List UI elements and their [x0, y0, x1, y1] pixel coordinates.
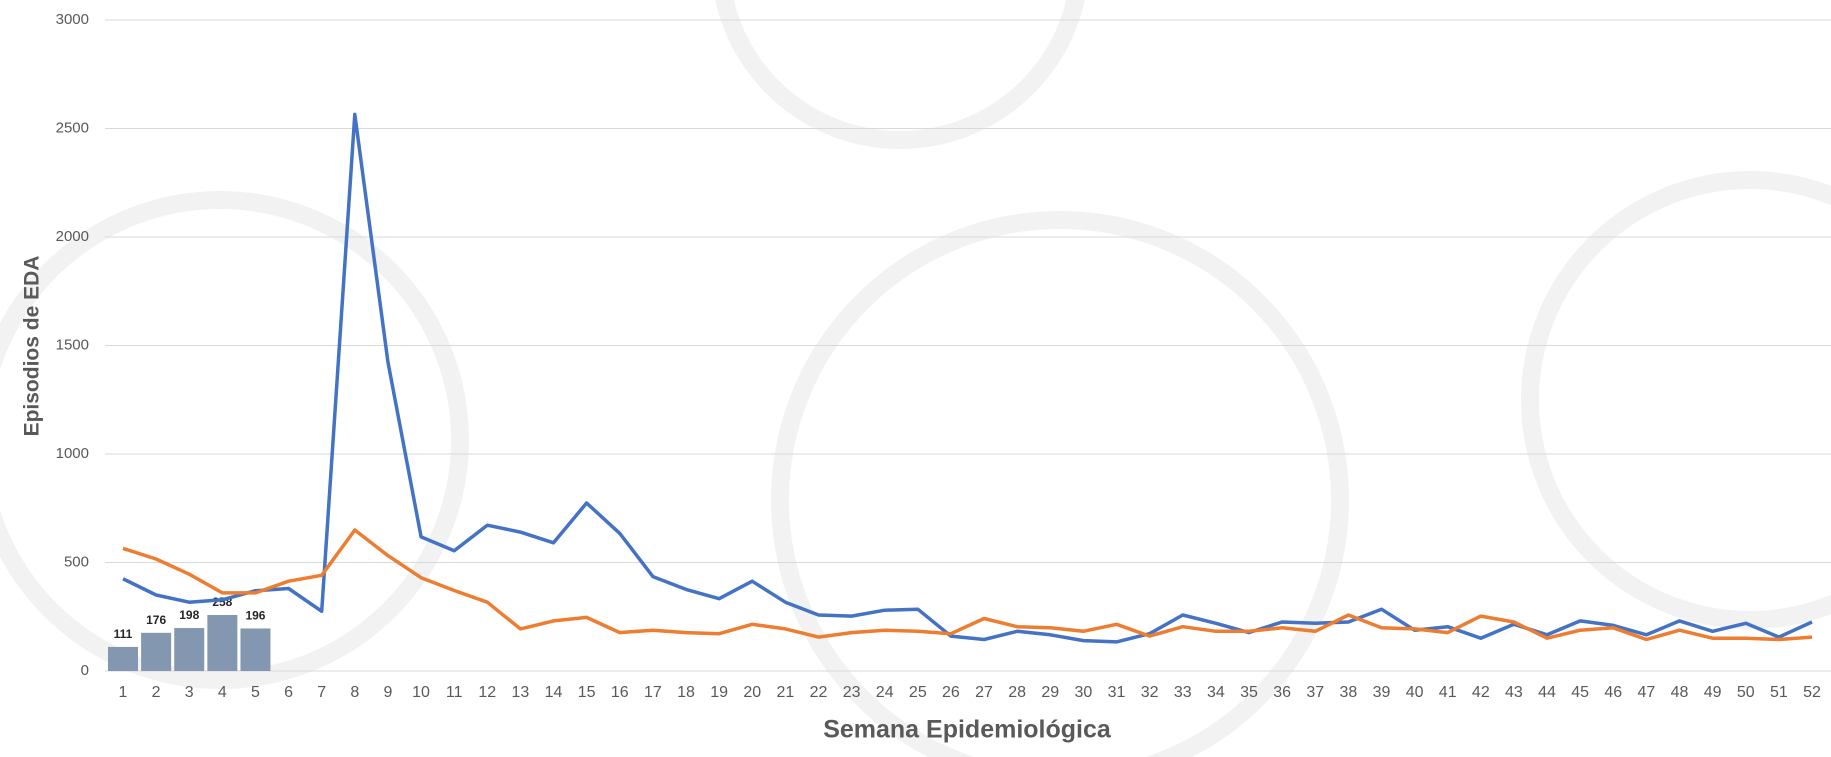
x-tick-label: 9 — [383, 684, 392, 701]
data-label: 198 — [179, 608, 199, 622]
x-tick-label: 50 — [1737, 684, 1755, 701]
x-axis-title: Semana Epidemiológica — [823, 716, 1112, 744]
x-tick-label: 6 — [284, 684, 293, 701]
x-tick-label: 45 — [1571, 684, 1589, 701]
x-tick-label: 39 — [1373, 684, 1391, 701]
bar — [174, 628, 205, 671]
x-tick-label: 25 — [909, 684, 927, 701]
bar — [240, 628, 271, 671]
x-tick-label: 11 — [446, 684, 463, 701]
x-tick-label: 48 — [1671, 684, 1689, 701]
x-tick-label: 44 — [1538, 684, 1556, 701]
x-tick-label: 36 — [1273, 684, 1291, 701]
line-series — [122, 528, 1813, 642]
x-tick-label: 14 — [545, 684, 563, 701]
bar — [207, 615, 238, 671]
data-label: 111 — [114, 627, 133, 641]
x-tick-label: 18 — [677, 684, 695, 701]
x-tick-label: 31 — [1108, 684, 1126, 701]
x-tick-label: 10 — [412, 684, 430, 701]
x-tick-label: 30 — [1075, 684, 1093, 701]
bar — [108, 646, 138, 671]
y-tick-label: 1500 — [56, 336, 89, 353]
x-tick-label: 12 — [478, 684, 496, 701]
data-label: 196 — [245, 609, 265, 623]
x-tick-label: 15 — [578, 684, 596, 701]
x-tick-label: 29 — [1041, 684, 1059, 701]
x-tick-label: 2 — [152, 684, 161, 701]
y-axis-title: Episodios de EDA — [21, 256, 44, 437]
x-tick-label: 8 — [350, 684, 359, 701]
x-tick-label: 24 — [876, 684, 894, 701]
x-tick-label: 52 — [1803, 684, 1821, 701]
x-tick-label: 4 — [218, 684, 227, 701]
data-label: 176 — [146, 613, 166, 627]
x-tick-label: 51 — [1770, 684, 1788, 701]
x-tick-label: 46 — [1604, 684, 1622, 701]
x-tick-label: 49 — [1704, 684, 1722, 701]
y-tick-label: 2500 — [56, 119, 89, 136]
x-tick-label: 32 — [1141, 684, 1159, 701]
x-tick-label: 1 — [119, 684, 128, 701]
x-tick-label: 17 — [644, 684, 662, 701]
x-tick-label: 43 — [1505, 684, 1523, 701]
x-tick-label: 27 — [975, 684, 993, 701]
y-tick-label: 1000 — [56, 445, 89, 462]
x-tick-label: 13 — [512, 684, 530, 701]
x-tick-label: 26 — [942, 684, 960, 701]
y-tick-label: 2000 — [56, 228, 89, 245]
y-tick-label: 3000 — [56, 11, 89, 28]
x-tick-label: 34 — [1207, 684, 1225, 701]
x-tick-label: 47 — [1638, 684, 1656, 701]
x-tick-label: 23 — [843, 684, 861, 701]
x-tick-label: 20 — [743, 684, 761, 701]
x-tick-label: 19 — [710, 684, 728, 701]
x-tick-label: 42 — [1472, 684, 1490, 701]
x-tick-label: 5 — [251, 684, 260, 701]
y-tick-label: 0 — [81, 662, 89, 679]
x-tick-label: 16 — [611, 684, 629, 701]
x-tick-label: 3 — [185, 684, 194, 701]
y-tick-label: 500 — [64, 553, 89, 570]
x-tick-label: 22 — [810, 684, 828, 701]
x-tick-label: 38 — [1339, 684, 1357, 701]
x-tick-label: 37 — [1306, 684, 1324, 701]
bar — [141, 632, 172, 671]
x-tick-label: 33 — [1174, 684, 1192, 701]
x-tick-label: 7 — [317, 684, 326, 701]
x-tick-label: 35 — [1240, 684, 1258, 701]
x-tick-label: 21 — [776, 684, 794, 701]
x-tick-label: 40 — [1406, 684, 1424, 701]
x-tick-label: 41 — [1439, 684, 1457, 701]
x-tick-label: 28 — [1008, 684, 1026, 701]
